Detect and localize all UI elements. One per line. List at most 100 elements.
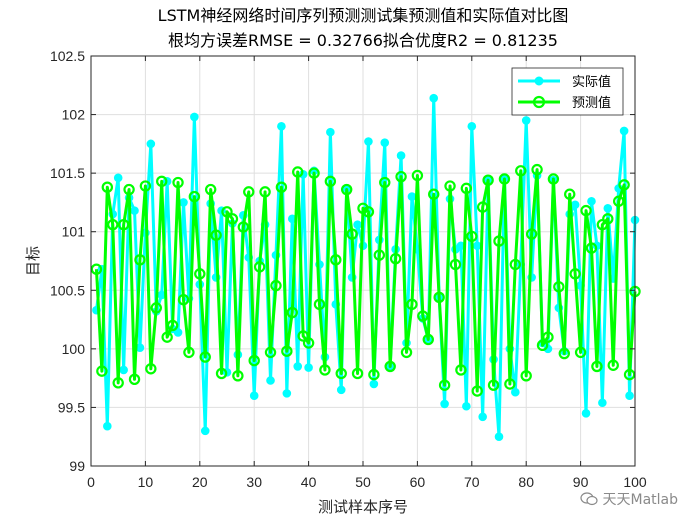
data-point <box>411 169 424 182</box>
data-point <box>161 331 173 343</box>
data-point <box>243 186 255 198</box>
chart-subtitle: 根均方误差RMSE = 0.32766拟合优度R2 = 0.81235 <box>168 31 558 50</box>
y-tick-label: 101 <box>62 224 86 240</box>
watermark-text: 天天Matlab <box>602 492 678 508</box>
data-point <box>585 242 598 254</box>
data-point <box>362 206 375 218</box>
y-tick-label: 102 <box>62 107 86 123</box>
x-tick-label: 70 <box>464 474 480 490</box>
data-point <box>107 218 119 231</box>
data-point <box>90 263 103 275</box>
data-point <box>145 363 157 375</box>
data-point <box>221 206 233 218</box>
data-point <box>515 165 527 177</box>
data-point <box>281 345 293 357</box>
data-point <box>253 261 266 273</box>
data-point <box>460 182 473 195</box>
data-point <box>117 218 130 231</box>
data-point <box>520 370 532 382</box>
data-point <box>130 206 139 215</box>
data-point <box>536 339 549 352</box>
axis-ticks <box>90 55 636 467</box>
data-point <box>623 368 636 381</box>
legend: 实际值 预测值 <box>511 67 624 116</box>
data-point <box>471 385 483 397</box>
x-tick-label: 60 <box>410 474 426 490</box>
data-point <box>101 181 114 193</box>
data-point <box>455 364 467 376</box>
data-point <box>134 254 146 266</box>
data-point <box>286 306 298 319</box>
data-point <box>330 254 342 266</box>
data-point <box>384 360 396 373</box>
data-point <box>476 201 489 213</box>
data-point <box>521 116 531 125</box>
data-point <box>313 298 326 311</box>
data-point <box>146 139 156 149</box>
data-point <box>619 126 629 136</box>
data-point <box>177 293 190 306</box>
chart-title: LSTM神经网络时间序列预测测试集预测值和实际值对比图 <box>158 6 569 25</box>
data-point <box>200 426 210 436</box>
x-tick-labels: 0 10 20 30 40 50 60 70 80 90 100 <box>87 474 647 490</box>
data-point <box>591 360 603 373</box>
data-point <box>249 391 259 401</box>
data-point <box>511 387 520 397</box>
y-tick-label: 100.5 <box>50 282 85 298</box>
data-point <box>570 200 580 210</box>
data-point <box>438 379 451 391</box>
data-point <box>194 268 206 280</box>
data-point <box>487 379 500 391</box>
data-point <box>467 121 477 131</box>
data-point <box>449 258 462 271</box>
data-point <box>210 229 222 241</box>
wechat-icon <box>580 492 599 506</box>
data-point <box>547 173 560 185</box>
data-point <box>183 346 195 359</box>
data-point <box>407 192 417 201</box>
data-point <box>478 412 487 422</box>
data-point <box>581 408 591 418</box>
data-point <box>395 170 407 183</box>
data-point <box>226 213 239 225</box>
x-tick-label: 40 <box>301 474 317 490</box>
data-point <box>123 183 135 196</box>
data-point <box>498 173 511 185</box>
y-tick-label: 101.5 <box>50 165 85 181</box>
data-point <box>612 195 625 207</box>
data-point <box>373 249 386 261</box>
data-point <box>569 268 581 280</box>
y-tick-label: 99 <box>69 458 85 474</box>
data-point <box>248 354 260 367</box>
data-point <box>396 151 406 160</box>
data-point <box>598 398 607 408</box>
data-point <box>156 175 168 188</box>
x-tick-label: 20 <box>192 474 208 490</box>
data-point <box>277 121 286 131</box>
data-point <box>472 241 482 251</box>
data-point <box>266 376 275 385</box>
data-point <box>602 213 614 225</box>
data-point <box>444 180 456 192</box>
data-point <box>364 137 373 146</box>
data-point <box>493 235 505 247</box>
series-predicted <box>90 163 641 397</box>
data-point <box>293 362 303 371</box>
data-point <box>297 330 309 342</box>
data-point <box>351 367 364 380</box>
data-point <box>531 163 543 176</box>
data-point <box>215 367 228 380</box>
y-tick-labels: 99 99.5 100 100.5 101 101.5 102 102.5 <box>50 48 85 474</box>
data-point <box>282 389 292 398</box>
data-point <box>564 188 576 200</box>
y-tick-label: 100 <box>62 341 86 357</box>
data-point <box>150 302 162 314</box>
x-axis-label: 测试样本序号 <box>318 498 408 516</box>
y-tick-label: 102.5 <box>50 48 85 64</box>
data-point <box>494 432 504 442</box>
data-point <box>199 351 211 363</box>
data-point <box>304 363 313 372</box>
x-tick-label: 10 <box>138 474 154 490</box>
data-point <box>308 167 320 179</box>
data-point <box>482 174 494 186</box>
